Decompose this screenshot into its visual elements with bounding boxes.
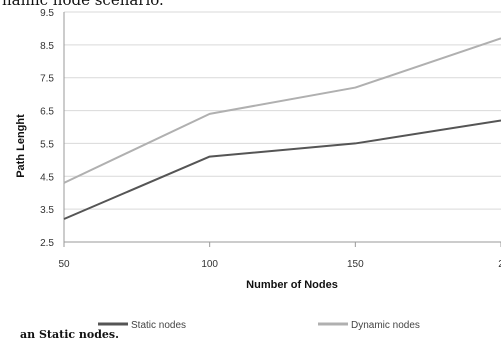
x-tick-label: 100: [201, 259, 218, 270]
x-tick-labels: 50 100 150 2: [58, 259, 501, 270]
y-tick-label: 3.5: [40, 205, 54, 216]
y-axis-label: Path Lenght: [15, 114, 27, 178]
legend-label: Static nodes: [131, 320, 186, 331]
y-tick-label: 7.5: [40, 74, 54, 85]
caption-bottom-fragment: an Static nodes.: [20, 328, 119, 341]
x-tick-label: 50: [58, 259, 70, 270]
axes: [63, 12, 501, 247]
y-tick-label: 5.5: [40, 139, 54, 150]
legend: Static nodes Dynamic nodes: [98, 320, 420, 331]
y-tick-label: 8.5: [40, 41, 54, 52]
y-tick-label: 9.5: [40, 8, 54, 19]
series-line-dynamic-nodes: [63, 37, 501, 184]
y-tick-labels: 2.5 3.5 4.5 5.5 6.5 7.5 8.5 9.5: [40, 8, 54, 249]
y-tick-label: 2.5: [40, 238, 54, 249]
caption-top-fragment: namic node scenario.: [2, 0, 164, 9]
y-tick-label: 6.5: [40, 107, 54, 118]
x-tick-label: 150: [347, 259, 364, 270]
series-lines: [63, 37, 501, 220]
legend-label: Dynamic nodes: [351, 320, 420, 331]
grid-lines: [64, 11, 501, 243]
x-tick-label: 2: [498, 259, 501, 270]
y-tick-label: 4.5: [40, 172, 54, 183]
x-axis-label: Number of Nodes: [246, 279, 338, 291]
series-line-static-nodes: [63, 119, 501, 220]
